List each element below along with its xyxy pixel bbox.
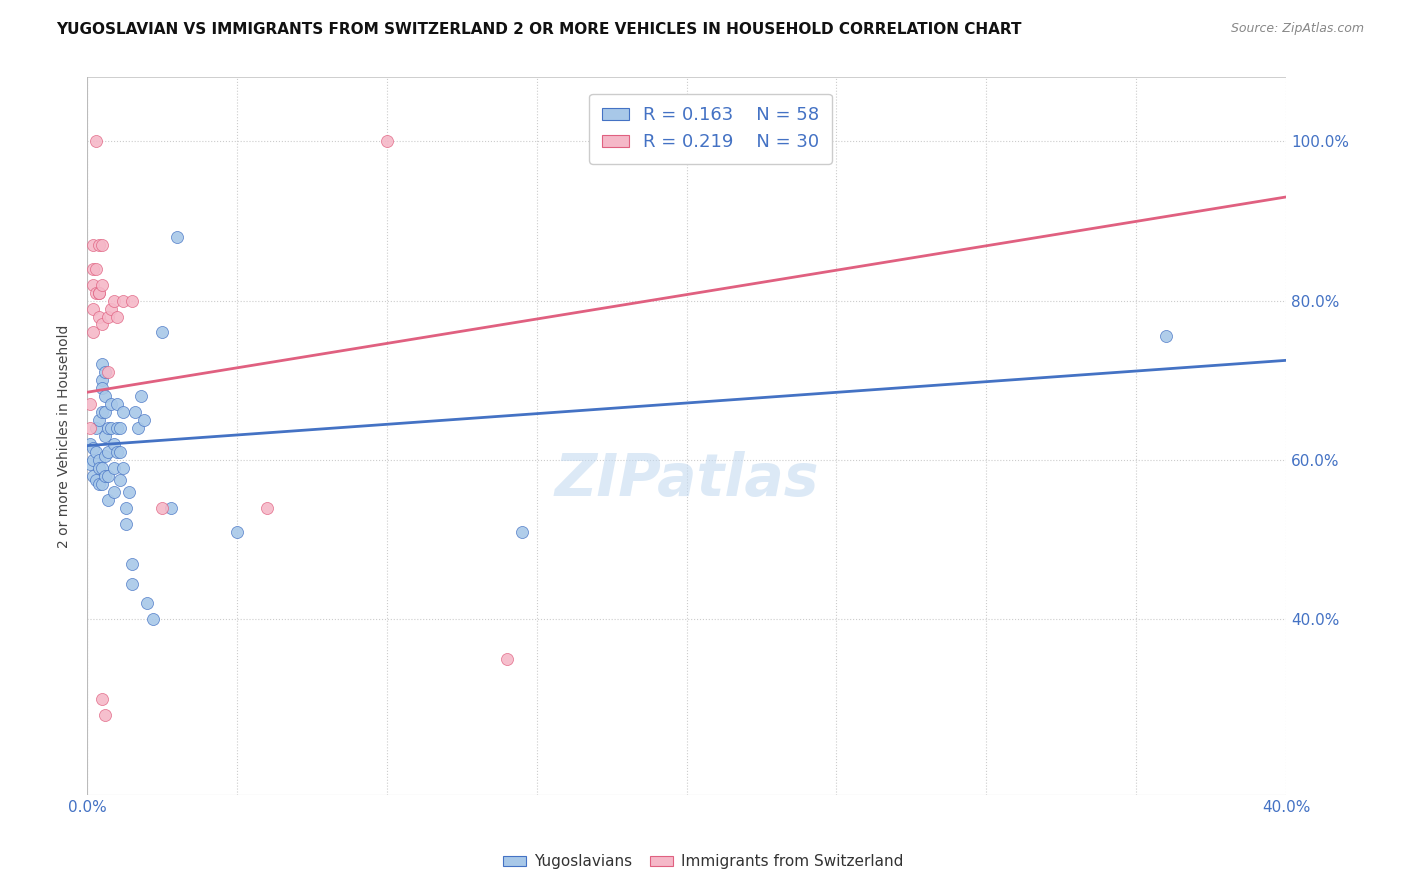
Point bbox=[91, 381, 114, 395]
Text: YUGOSLAVIAN VS IMMIGRANTS FROM SWITZERLAND 2 OR MORE VEHICLES IN HOUSEHOLD CORRE: YUGOSLAVIAN VS IMMIGRANTS FROM SWITZERLA… bbox=[56, 22, 1022, 37]
Point bbox=[510, 524, 533, 539]
Point bbox=[82, 469, 104, 483]
Point bbox=[127, 421, 149, 435]
Point bbox=[100, 301, 122, 316]
Point bbox=[89, 461, 111, 475]
Point bbox=[84, 445, 107, 459]
Point bbox=[105, 421, 128, 435]
Point bbox=[89, 476, 111, 491]
Text: ZIPatlas: ZIPatlas bbox=[554, 450, 818, 508]
Point bbox=[94, 708, 117, 723]
Point bbox=[97, 445, 120, 459]
Point bbox=[89, 310, 111, 324]
Point bbox=[112, 405, 135, 419]
Point bbox=[82, 441, 104, 455]
Point bbox=[121, 557, 143, 571]
Point bbox=[108, 445, 131, 459]
Point bbox=[166, 230, 188, 244]
Point bbox=[79, 457, 101, 471]
Point bbox=[160, 500, 183, 515]
Point bbox=[124, 405, 146, 419]
Point bbox=[89, 285, 111, 300]
Point bbox=[89, 285, 111, 300]
Point bbox=[150, 500, 173, 515]
Point bbox=[82, 277, 104, 292]
Point bbox=[79, 397, 101, 411]
Point bbox=[105, 445, 128, 459]
Point bbox=[94, 469, 117, 483]
Point bbox=[97, 469, 120, 483]
Point bbox=[132, 413, 155, 427]
Point bbox=[105, 310, 128, 324]
Point bbox=[97, 310, 120, 324]
Point bbox=[91, 405, 114, 419]
Point bbox=[94, 365, 117, 379]
Point bbox=[84, 473, 107, 487]
Point bbox=[112, 293, 135, 308]
Point bbox=[82, 326, 104, 340]
Point bbox=[82, 261, 104, 276]
Point bbox=[103, 437, 125, 451]
Point bbox=[103, 293, 125, 308]
Point bbox=[97, 365, 120, 379]
Text: Source: ZipAtlas.com: Source: ZipAtlas.com bbox=[1230, 22, 1364, 36]
Point bbox=[121, 293, 143, 308]
Point bbox=[97, 421, 120, 435]
Point bbox=[150, 326, 173, 340]
Point bbox=[256, 500, 278, 515]
Point bbox=[97, 492, 120, 507]
Point bbox=[108, 473, 131, 487]
Point bbox=[89, 453, 111, 467]
Point bbox=[84, 285, 107, 300]
Point bbox=[79, 421, 101, 435]
Point bbox=[82, 453, 104, 467]
Point bbox=[91, 357, 114, 371]
Point bbox=[495, 652, 517, 666]
Point bbox=[100, 421, 122, 435]
Point bbox=[129, 389, 152, 403]
Point bbox=[121, 576, 143, 591]
Point bbox=[91, 237, 114, 252]
Point bbox=[91, 277, 114, 292]
Legend: Yugoslavians, Immigrants from Switzerland: Yugoslavians, Immigrants from Switzerlan… bbox=[496, 848, 910, 875]
Point bbox=[94, 449, 117, 463]
Point bbox=[82, 237, 104, 252]
Point bbox=[100, 397, 122, 411]
Point bbox=[91, 476, 114, 491]
Point bbox=[142, 612, 165, 626]
Point bbox=[84, 421, 107, 435]
Y-axis label: 2 or more Vehicles in Household: 2 or more Vehicles in Household bbox=[58, 325, 72, 548]
Point bbox=[91, 373, 114, 387]
Legend: R = 0.163    N = 58, R = 0.219    N = 30: R = 0.163 N = 58, R = 0.219 N = 30 bbox=[589, 94, 832, 164]
Point bbox=[108, 421, 131, 435]
Point bbox=[91, 318, 114, 332]
Point bbox=[226, 524, 249, 539]
Point bbox=[94, 405, 117, 419]
Point bbox=[103, 484, 125, 499]
Point bbox=[136, 596, 159, 610]
Point bbox=[91, 692, 114, 706]
Point bbox=[89, 237, 111, 252]
Point bbox=[82, 301, 104, 316]
Point bbox=[105, 397, 128, 411]
Point bbox=[103, 461, 125, 475]
Point bbox=[84, 261, 107, 276]
Point bbox=[115, 500, 138, 515]
Point bbox=[375, 134, 398, 148]
Point bbox=[91, 461, 114, 475]
Point bbox=[79, 437, 101, 451]
Point bbox=[84, 134, 107, 148]
Point bbox=[1154, 329, 1177, 343]
Point bbox=[112, 461, 135, 475]
Point bbox=[89, 413, 111, 427]
Point bbox=[94, 389, 117, 403]
Point bbox=[115, 516, 138, 531]
Point bbox=[94, 429, 117, 443]
Point bbox=[118, 484, 141, 499]
